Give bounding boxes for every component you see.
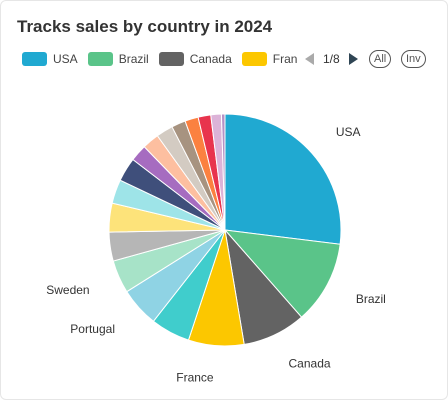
legend-prev-page-icon[interactable] <box>305 53 314 65</box>
pie-label-portugal: Portugal <box>70 322 115 336</box>
legend-swatch-brazil <box>87 52 113 66</box>
legend-item-brazil[interactable]: Brazil <box>87 52 149 66</box>
pie-slice-18[interactable] <box>220 113 226 231</box>
legend-swatch-usa <box>22 52 47 66</box>
pie-label-sweden: Sweden <box>46 283 89 297</box>
legend-label-usa: USA <box>53 52 78 66</box>
legend-next-page-icon[interactable] <box>348 53 358 65</box>
legend-inverse-button[interactable]: Inv <box>401 50 426 68</box>
chart-title: Tracks sales by country in 2024 <box>17 17 273 36</box>
legend-item-canada[interactable]: Canada <box>158 52 232 66</box>
legend-item-usa[interactable]: USA <box>22 52 78 66</box>
pie-label-france: France <box>176 371 214 385</box>
pie-slice-brazil[interactable] <box>223 229 341 318</box>
legend-item-france[interactable]: Fran <box>241 52 306 66</box>
legend-pager: 1/8 <box>305 52 358 66</box>
legend-label-brazil: Brazil <box>118 52 149 66</box>
pie-label-usa: USA <box>336 125 361 139</box>
legend-label-canada: Canada <box>189 52 232 66</box>
pie-label-brazil: Brazil <box>356 292 386 306</box>
legend-swatch-canada <box>158 52 184 66</box>
pie-slice-usa[interactable] <box>224 113 342 245</box>
legend-swatch-france <box>241 52 267 66</box>
legend: USA Brazil Canada Fran <box>22 51 316 67</box>
legend-label-france: Fran <box>272 52 298 66</box>
pie-label-canada: Canada <box>289 357 331 371</box>
legend-page-indicator: 1/8 <box>323 52 340 66</box>
legend-select-all-button[interactable]: All <box>369 50 392 68</box>
